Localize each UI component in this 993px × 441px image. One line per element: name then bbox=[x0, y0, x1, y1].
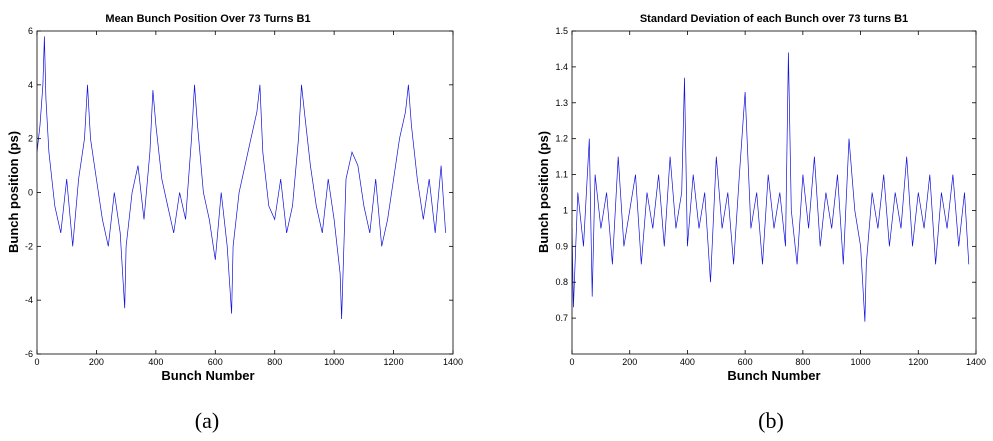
y-axis-label: Bunch position (ps) bbox=[6, 131, 21, 253]
plot-frame bbox=[571, 30, 977, 355]
y-tick-label: 1.1 bbox=[555, 170, 568, 180]
x-tick-label: 1000 bbox=[324, 357, 344, 367]
panel-caption: (a) bbox=[195, 408, 219, 433]
y-tick-label: -6 bbox=[25, 349, 33, 359]
y-tick-label: 1.2 bbox=[555, 134, 568, 144]
chart-title: Mean Bunch Position Over 73 Turns B1 bbox=[105, 13, 310, 25]
y-tick-label: 1.3 bbox=[555, 98, 568, 108]
plot-frame bbox=[36, 30, 454, 355]
y-tick-label: 6 bbox=[28, 26, 33, 36]
y-tick-label: -4 bbox=[25, 295, 33, 305]
y-tick-label: 0 bbox=[28, 188, 33, 198]
y-tick-label: 2 bbox=[28, 134, 33, 144]
y-axis-label: Bunch position (ps) bbox=[536, 131, 551, 253]
x-tick-label: 400 bbox=[680, 357, 695, 367]
x-tick-label: 0 bbox=[569, 357, 574, 367]
x-tick-label: 800 bbox=[267, 357, 282, 367]
x-tick-label: 0 bbox=[34, 357, 39, 367]
x-axis-label: Bunch Number bbox=[161, 368, 254, 383]
x-tick-label: 600 bbox=[738, 357, 753, 367]
series-line bbox=[572, 52, 970, 322]
panel-b-standard-deviation: Standard Deviation of each Bunch over 73… bbox=[536, 13, 986, 433]
x-tick-label: 1400 bbox=[443, 357, 463, 367]
chart-title: Standard Deviation of each Bunch over 73… bbox=[640, 13, 908, 25]
y-tick-label: 4 bbox=[28, 80, 33, 90]
y-tick-label: 1.4 bbox=[555, 62, 568, 72]
x-tick-label: 200 bbox=[622, 357, 637, 367]
y-tick-label: 1.5 bbox=[555, 26, 568, 36]
x-tick-label: 600 bbox=[208, 357, 223, 367]
y-tick-label: -2 bbox=[25, 241, 33, 251]
panel-caption: (b) bbox=[758, 408, 784, 433]
y-tick-label: 1 bbox=[563, 205, 568, 215]
series-line bbox=[37, 36, 446, 320]
x-tick-label: 200 bbox=[89, 357, 104, 367]
x-axis-label: Bunch Number bbox=[727, 368, 820, 383]
x-tick-label: 400 bbox=[148, 357, 163, 367]
x-tick-label: 1000 bbox=[851, 357, 871, 367]
y-tick-label: 0.8 bbox=[555, 277, 568, 287]
x-tick-label: 1400 bbox=[966, 357, 986, 367]
x-tick-label: 1200 bbox=[908, 357, 928, 367]
y-tick-label: 0.9 bbox=[555, 241, 568, 251]
x-tick-label: 800 bbox=[795, 357, 810, 367]
x-tick-label: 1200 bbox=[384, 357, 404, 367]
y-tick-label: 0.7 bbox=[555, 313, 568, 323]
panel-a-mean-bunch-position: Mean Bunch Position Over 73 Turns B1 Bun… bbox=[6, 13, 463, 433]
